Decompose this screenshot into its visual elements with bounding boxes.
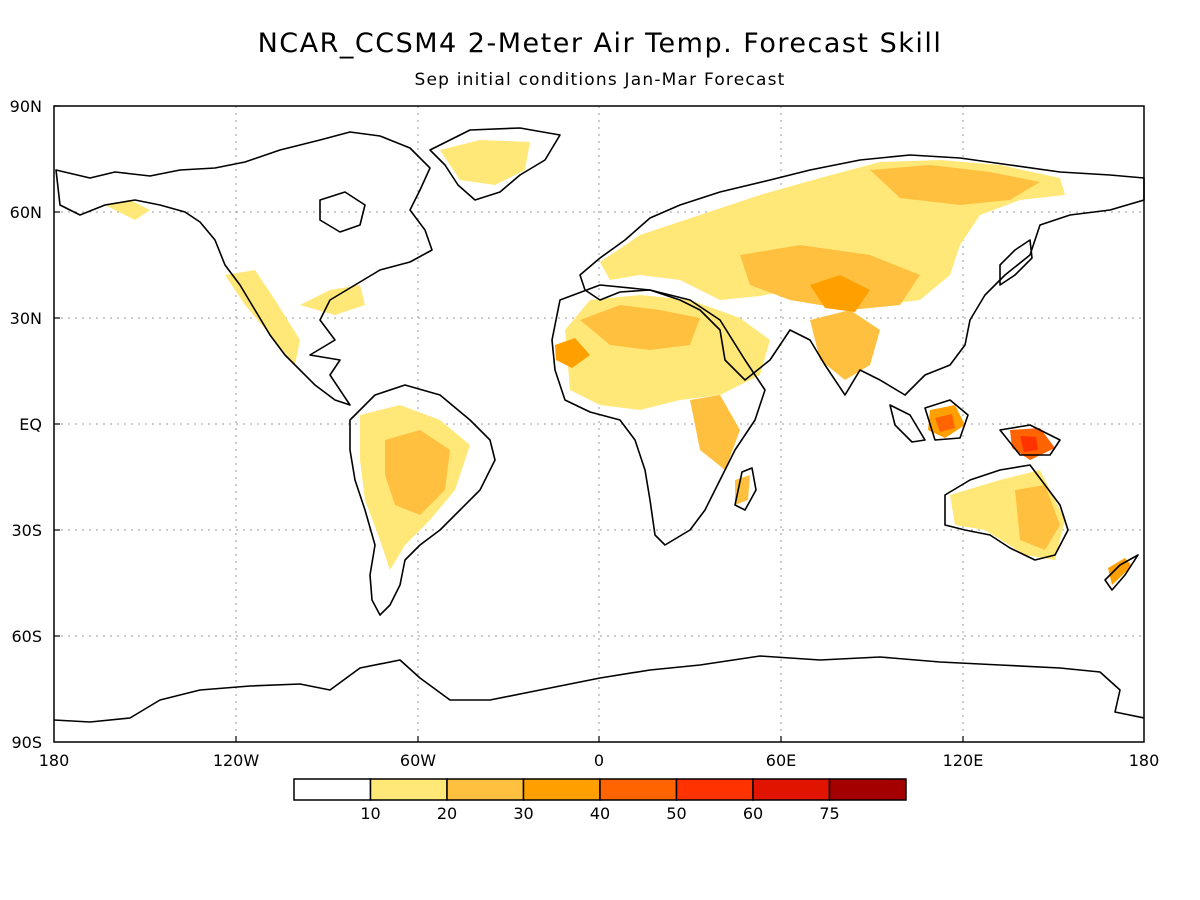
colorbar-label: 60 [743, 804, 763, 823]
shade-siberia [870, 165, 1040, 205]
coast-eurasia [579, 154, 1145, 396]
shade-us-east [300, 285, 365, 315]
shade-india [810, 310, 880, 380]
colorbar-label: 20 [437, 804, 457, 823]
colorbar-label: 75 [819, 804, 839, 823]
coast-sumatra [889, 404, 926, 443]
lon-labels: 180 120W 60W 0 60E 120E 180 [39, 751, 1160, 770]
coast-madagascar [734, 467, 757, 511]
coast-new-guinea [999, 424, 1061, 456]
lat-label: 90N [10, 97, 42, 116]
axis-ticks [54, 105, 964, 742]
shade-us-west [225, 270, 300, 365]
shade-sahara-orange [555, 338, 590, 368]
lon-label: 180 [1129, 751, 1160, 770]
colorbar-swatch [675, 778, 754, 801]
coast-borneo [924, 399, 969, 441]
colorbar-label: 50 [666, 804, 686, 823]
lat-label: 30S [11, 521, 42, 540]
colorbar-label: 30 [513, 804, 533, 823]
lon-label: 120W [213, 751, 260, 770]
skill-shading [105, 140, 1132, 585]
shade-asia-mid [740, 245, 920, 310]
coast-australia [944, 464, 1069, 561]
lat-label: 30N [10, 309, 42, 328]
colorbar-swatch [752, 778, 831, 801]
lat-label: 60N [10, 203, 42, 222]
lon-label: 60E [766, 751, 796, 770]
shade-madagascar [735, 475, 750, 505]
shade-sahara-mid [580, 305, 700, 350]
shade-borneo-core [935, 414, 955, 432]
lat-label: EQ [19, 415, 42, 434]
colorbar-swatch [369, 778, 448, 801]
colorbar-swatch [293, 778, 372, 801]
coast-africa [551, 284, 766, 546]
lat-labels: 90N 60N 30N EQ 30S 60S 90S [10, 97, 42, 752]
shade-greenland [440, 140, 530, 185]
coast-greenland [429, 127, 561, 201]
colorbar-swatch [599, 778, 678, 801]
shade-new-guinea-core [1020, 436, 1038, 452]
shade-new-zealand [1108, 558, 1132, 585]
lon-label: 180 [39, 751, 70, 770]
coast-new-zealand [1104, 554, 1139, 591]
colorbar-swatch [446, 778, 525, 801]
shade-asia-orange [810, 275, 870, 312]
coast-hudson-bay [319, 191, 366, 233]
shade-australia-mid [1015, 485, 1060, 550]
colorbar-swatch [522, 778, 601, 801]
map-subtitle: Sep initial conditions Jan-Mar Forecast [414, 70, 786, 90]
shade-east-africa [690, 395, 740, 470]
coast-japan [999, 239, 1033, 286]
lon-label: 120E [943, 751, 984, 770]
lon-label: 60W [400, 751, 436, 770]
colorbar-label: 40 [590, 804, 610, 823]
lon-label: 0 [594, 751, 604, 770]
lat-label: 90S [11, 733, 42, 752]
colorbar-label: 10 [360, 804, 380, 823]
lat-label: 60S [11, 627, 42, 646]
coast-north-america [55, 131, 433, 406]
colorbar-swatch [828, 778, 907, 801]
coast-south-america [349, 384, 496, 616]
colorbar: 10 20 30 40 50 60 75 [293, 778, 907, 823]
coast-antarctica [53, 655, 1145, 723]
map-title: NCAR_CCSM4 2-Meter Air Temp. Forecast Sk… [257, 28, 943, 59]
shade-alaska [105, 200, 150, 220]
shade-samerica-mid [385, 430, 450, 515]
coastlines [53, 127, 1145, 723]
